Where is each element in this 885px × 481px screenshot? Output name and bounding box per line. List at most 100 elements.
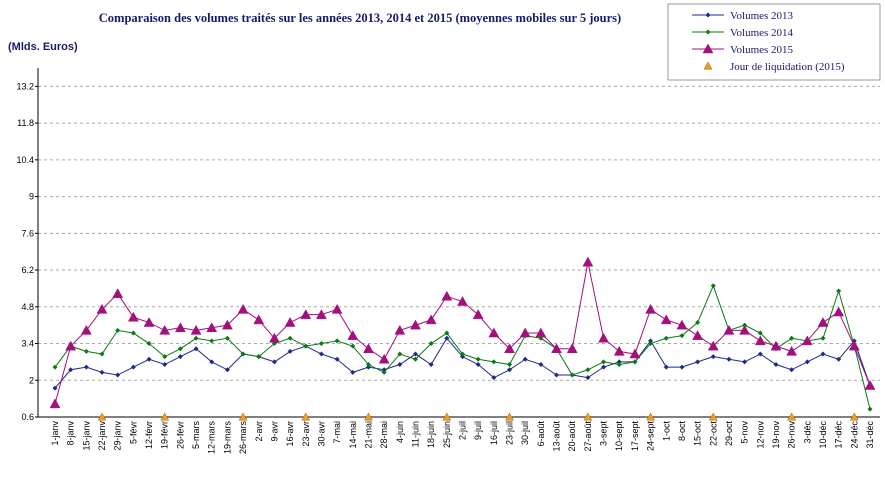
x-tick-label: 24-sept xyxy=(646,421,656,452)
x-tick-label: 2-avr xyxy=(254,421,264,442)
data-point xyxy=(347,330,359,340)
data-point xyxy=(475,356,481,362)
y-tick-label: 7.6 xyxy=(21,228,34,238)
data-point xyxy=(365,364,371,370)
data-point xyxy=(206,322,218,333)
data-point xyxy=(601,364,607,370)
legend-label: Volumes 2014 xyxy=(730,27,794,39)
data-point xyxy=(849,412,859,421)
data-point xyxy=(820,351,826,357)
x-tick-label: 9-avr xyxy=(269,421,279,442)
data-point xyxy=(786,345,798,356)
x-tick-label: 16-avr xyxy=(285,421,295,447)
x-tick-label: 19-févr xyxy=(160,421,170,449)
y-tick-label: 2 xyxy=(29,375,34,385)
data-point xyxy=(160,412,170,421)
x-tick-label: 14-mai xyxy=(348,421,358,449)
x-tick-label: 23-juil xyxy=(505,421,515,445)
data-point xyxy=(598,332,609,343)
x-tick-label: 4-juin xyxy=(395,421,405,443)
data-point xyxy=(49,398,61,409)
data-point xyxy=(363,343,374,354)
data-point xyxy=(491,359,497,365)
data-point xyxy=(394,324,406,335)
data-point xyxy=(174,322,186,333)
data-point xyxy=(554,372,560,378)
x-tick-label: 25-juin xyxy=(442,421,452,448)
data-point xyxy=(551,343,562,354)
data-point xyxy=(726,356,732,362)
data-point xyxy=(585,367,591,373)
data-point xyxy=(237,303,249,314)
data-point xyxy=(708,412,718,421)
x-tick-label: 5-févr xyxy=(128,421,138,444)
x-tick-label: 10-déc xyxy=(818,421,828,449)
data-point xyxy=(645,303,657,314)
data-point xyxy=(757,351,763,357)
data-point xyxy=(97,412,107,421)
data-point xyxy=(488,327,500,338)
data-point xyxy=(754,335,766,346)
y-tick-label: 3.4 xyxy=(21,339,34,349)
data-point xyxy=(412,351,418,357)
data-point xyxy=(268,332,280,343)
x-tick-label: 8-janv xyxy=(66,421,76,446)
data-point xyxy=(442,412,452,421)
data-point xyxy=(130,364,136,370)
data-point xyxy=(460,354,465,360)
chart-title: Comparaison des volumes traités sur les … xyxy=(99,11,621,25)
data-point xyxy=(648,341,654,347)
data-point xyxy=(864,379,876,390)
data-point xyxy=(425,314,437,325)
data-point xyxy=(472,309,484,319)
data-point xyxy=(364,412,373,421)
x-tick-label: 22-oct xyxy=(708,421,718,447)
legend-box xyxy=(667,3,881,81)
data-point xyxy=(820,335,826,341)
data-point xyxy=(723,324,735,335)
y-tick-label: 13.2 xyxy=(16,81,34,91)
data-point xyxy=(256,354,262,360)
data-point xyxy=(68,367,74,373)
y-tick-label: 0.6 xyxy=(21,412,34,422)
x-tick-label: 7-mai xyxy=(332,421,342,444)
x-tick-label: 21-mai xyxy=(363,421,373,449)
x-tick-label: 19-nov xyxy=(771,421,781,449)
x-tick-label: 3-déc xyxy=(802,421,812,444)
data-point xyxy=(679,364,685,370)
x-tick-label: 1-janv xyxy=(50,421,60,446)
data-point xyxy=(331,303,343,314)
data-point xyxy=(475,362,481,368)
data-point xyxy=(224,367,230,373)
data-point xyxy=(428,362,434,368)
data-point xyxy=(316,309,327,319)
data-point xyxy=(491,375,497,381)
data-point xyxy=(695,359,701,365)
x-tick-label: 12-nov xyxy=(755,421,765,449)
data-point xyxy=(444,335,450,341)
data-point xyxy=(177,346,183,352)
data-point xyxy=(112,288,124,298)
x-tick-label: 20-août xyxy=(567,421,577,452)
data-point xyxy=(303,343,309,349)
data-point xyxy=(130,330,136,336)
x-tick-label: 31-déc xyxy=(865,421,875,449)
x-tick-label: 30-juil xyxy=(520,421,530,445)
x-tick-label: 29-janv xyxy=(113,421,123,451)
data-point xyxy=(616,359,622,365)
data-point xyxy=(240,351,246,357)
data-point xyxy=(833,306,845,317)
data-point xyxy=(378,353,390,364)
x-tick-label: 17-sept xyxy=(630,421,640,452)
data-point xyxy=(742,359,748,365)
data-point xyxy=(193,335,199,341)
x-tick-label: 5-nov xyxy=(740,421,750,444)
data-point xyxy=(801,335,813,346)
data-point xyxy=(83,348,89,354)
x-tick-label: 19-mars xyxy=(222,421,232,455)
data-point xyxy=(739,324,751,335)
data-point xyxy=(773,362,779,368)
data-point xyxy=(209,338,215,344)
x-tick-label: 6-août xyxy=(536,421,546,447)
